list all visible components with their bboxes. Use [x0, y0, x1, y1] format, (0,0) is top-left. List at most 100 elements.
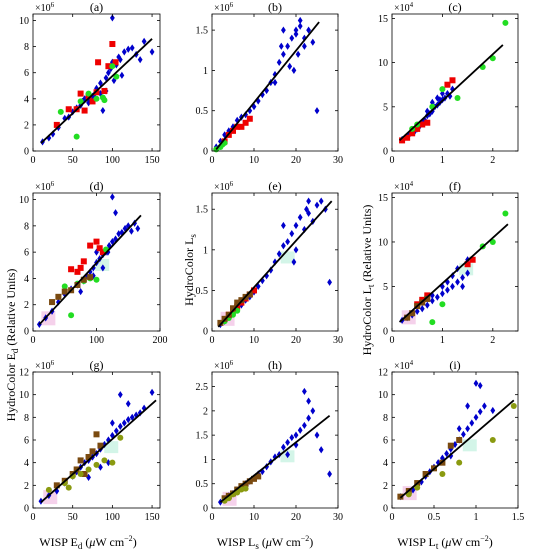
blue-diamond-point — [460, 282, 465, 291]
axes-box — [32, 13, 161, 152]
row1-ylabel: HydroColor Ed (Relative Units) — [4, 269, 20, 422]
blue-diamond-point — [141, 37, 147, 45]
red-square-point — [77, 90, 84, 97]
olive-circle-point — [456, 459, 463, 466]
fit-line — [399, 399, 515, 499]
blue-diamond-point — [268, 266, 274, 274]
y-tick-label: 6 — [24, 436, 29, 447]
panel-title: (i) — [449, 358, 460, 372]
panel-title: (f) — [449, 179, 461, 193]
y-tick-label: 0 — [203, 504, 208, 515]
axes-box — [32, 371, 161, 509]
blue-diamond-point — [121, 419, 127, 427]
blue-diamond-point — [113, 427, 119, 435]
panel-f: 0 1 2 0 5 10 15 ×104 (f) — [378, 179, 519, 346]
olive-circle-point — [117, 434, 124, 441]
brown-square-point — [424, 295, 431, 302]
x-tick-label: 0 — [31, 335, 36, 346]
red-square-point — [77, 264, 84, 271]
y-tick-label: 4 — [24, 94, 29, 105]
y-tick-label: 1 — [203, 455, 208, 466]
x-tick-label: 0 — [390, 155, 395, 166]
olive-circle-point — [489, 437, 496, 443]
blue-diamond-point — [247, 107, 253, 115]
blue-diamond-point — [135, 224, 141, 233]
blue-diamond-point — [119, 71, 125, 79]
blue-diamond-point — [490, 406, 496, 415]
blue-diamond-point — [297, 16, 303, 25]
blue-diamond-point — [285, 438, 290, 447]
multiplier-label: ×106 — [35, 180, 55, 193]
fit-line — [38, 214, 142, 326]
blue-diamond-point — [310, 407, 316, 415]
panel-b: 0 10 20 30 0 0.5 1 1.5 ×106 (b) — [196, 0, 344, 166]
y-tick-label: 10 — [378, 390, 388, 401]
axes-box — [211, 371, 339, 509]
fit-line — [40, 38, 153, 144]
y-tick-label: 6 — [24, 68, 29, 79]
blue-diamond-point — [327, 470, 332, 478]
blue-diamond-point — [461, 430, 466, 438]
y-tick-label: 2 — [24, 481, 29, 492]
x-tick-label: 0 — [31, 512, 36, 523]
blue-diamond-point — [90, 264, 96, 272]
blue-diamond-point — [297, 22, 303, 30]
blue-diamond-point — [281, 26, 286, 34]
y-tick-label: 5 — [383, 282, 388, 293]
blue-diamond-point — [116, 230, 122, 238]
brown-square-point — [77, 457, 84, 464]
y-tick-label: 0.5 — [196, 286, 209, 297]
x-tick-label: 20 — [291, 155, 301, 166]
blue-diamond-point — [117, 56, 123, 64]
x-tick-label: 2 — [490, 335, 495, 346]
brown-square-point — [242, 480, 249, 487]
brown-square-point — [404, 314, 411, 321]
green-circle-point — [429, 319, 436, 326]
blue-diamond-point — [429, 297, 435, 305]
blue-diamond-point — [314, 107, 320, 115]
blue-diamond-point — [424, 301, 430, 309]
panel-title: (g) — [90, 358, 104, 372]
blue-diamond-point — [297, 213, 303, 221]
green-circle-point — [454, 94, 461, 101]
blue-diamond-point — [289, 229, 295, 238]
x-tick-label: 100 — [105, 512, 120, 523]
blue-diamond-point — [450, 282, 455, 291]
brown-square-point — [251, 475, 257, 482]
x-tick-label: 10 — [249, 512, 259, 523]
x-tick-label: 100 — [89, 335, 104, 346]
y-tick-label: 0 — [203, 147, 208, 158]
y-tick-label: 1 — [203, 66, 208, 77]
brown-square-point — [53, 482, 60, 489]
blue-diamond-point — [293, 431, 299, 439]
green-circle-point — [57, 108, 64, 115]
x-tick-label: 0 — [31, 155, 36, 166]
blue-diamond-point — [281, 50, 286, 58]
y-tick-label: 0 — [24, 504, 29, 515]
y-tick-label: 2 — [24, 300, 29, 311]
blue-diamond-point — [293, 30, 299, 38]
blue-diamond-point — [109, 193, 115, 201]
olive-circle-point — [510, 403, 517, 409]
panel-e: 0 10 20 30 0 0.5 1 1.5 ×106 (e) — [196, 179, 344, 346]
red-square-point — [81, 107, 88, 114]
y-tick-label: 0.5 — [196, 106, 209, 117]
blue-diamond-point — [117, 422, 123, 430]
blue-diamond-point — [117, 391, 123, 399]
brown-square-point — [97, 442, 104, 449]
blue-diamond-point — [149, 388, 155, 396]
y-tick-label: 15 — [378, 193, 388, 204]
blue-diamond-point — [295, 50, 301, 58]
y-tick-label: 0 — [383, 504, 388, 515]
red-square-point — [65, 106, 72, 113]
olive-circle-point — [77, 471, 84, 477]
blue-diamond-point — [314, 431, 320, 439]
blue-diamond-point — [306, 414, 311, 422]
blue-diamond-point — [100, 106, 106, 115]
blue-diamond-point — [111, 76, 117, 85]
blue-diamond-point — [293, 441, 299, 449]
blue-diamond-point — [90, 272, 96, 280]
red-square-point — [96, 245, 103, 252]
x-tick-label: 30 — [333, 335, 343, 346]
x-tick-label: 50 — [68, 155, 78, 166]
